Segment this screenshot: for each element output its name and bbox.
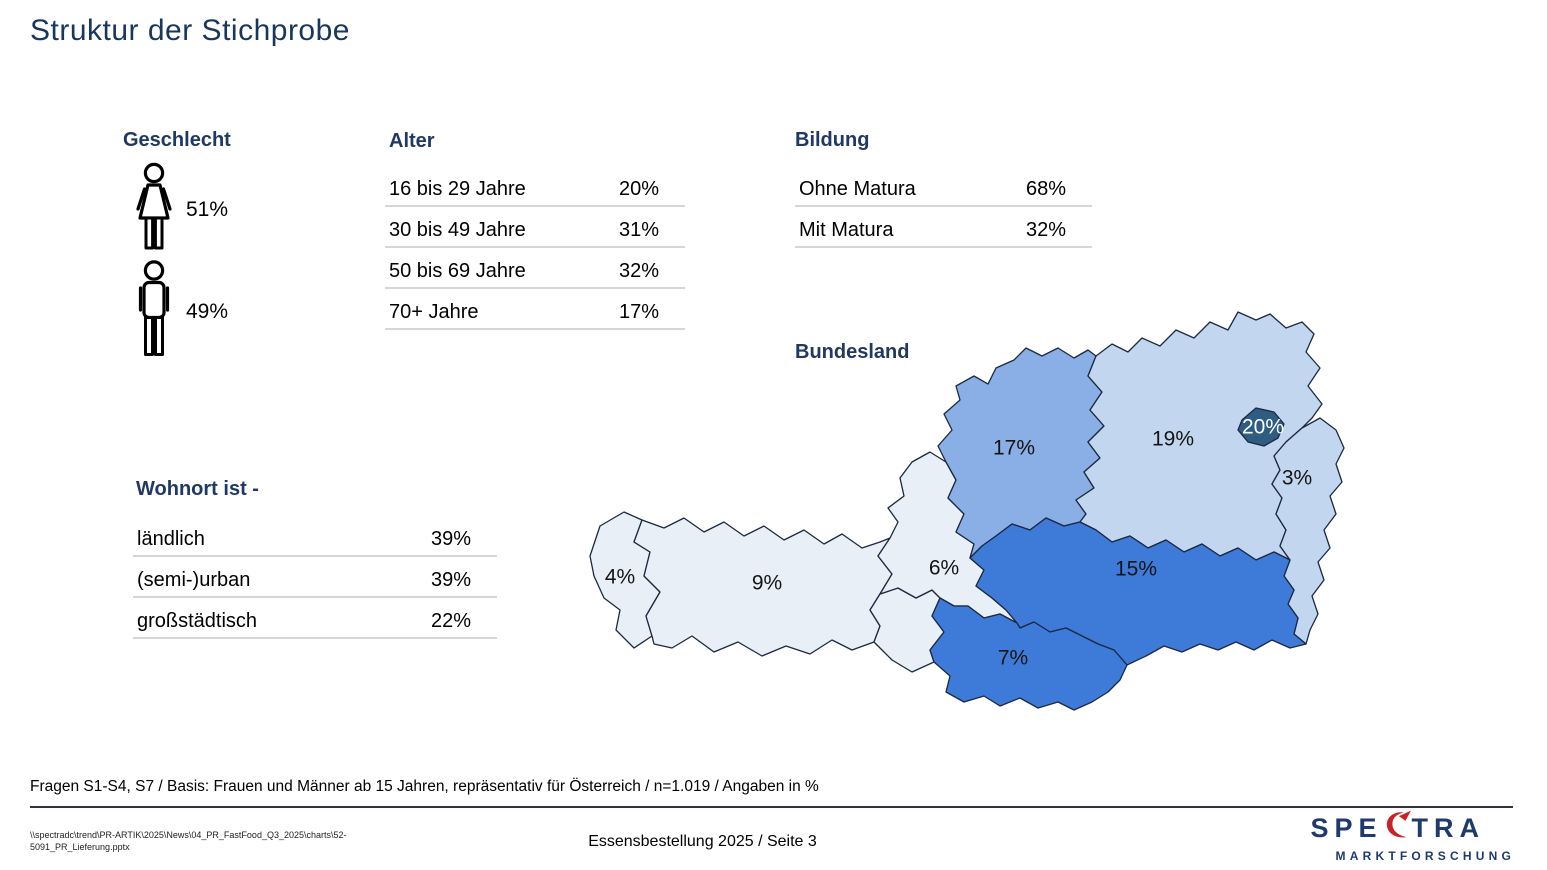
row-label: Ohne Matura: [799, 178, 916, 200]
map-state-steiermark: [969, 517, 1307, 666]
table-row: Mit Matura 32%: [795, 207, 1092, 248]
logo-text-pre: SPE: [1310, 812, 1383, 843]
row-label: 70+ Jahre: [389, 301, 479, 323]
row-label: ländlich: [137, 528, 205, 550]
map-state-wien: [1237, 407, 1285, 447]
row-value: 32%: [618, 260, 659, 282]
section-heading-bundesland: Bundesland: [795, 341, 910, 363]
page-title: Struktur der Stichprobe: [30, 14, 350, 47]
map-label-wien: 20%: [1242, 416, 1284, 439]
section-heading-alter: Alter: [389, 130, 435, 152]
table-row: (semi-)urban 39%: [133, 557, 497, 598]
table-row: 16 bis 29 Jahre 20%: [385, 166, 685, 207]
row-value: 39%: [430, 569, 471, 591]
row-label: (semi-)urban: [137, 569, 251, 591]
bildung-table: Ohne Matura 68% Mit Matura 32%: [795, 166, 1092, 248]
footer-note: Fragen S1-S4, S7 / Basis: Frauen und Män…: [30, 778, 819, 795]
table-row: ländlich 39%: [133, 516, 497, 557]
logo-tagline: MARKTFORSCHUNG: [1335, 849, 1515, 863]
section-heading-geschlecht: Geschlecht: [123, 129, 231, 151]
spectra-swoosh-icon: [1386, 810, 1411, 838]
map-label-vorarlberg: 4%: [605, 566, 635, 589]
row-label: 50 bis 69 Jahre: [389, 260, 526, 282]
file-path: \\spectradc\trend\PR-ARTIK\2025\News\04_…: [30, 829, 370, 853]
male-share-value: 49%: [186, 300, 229, 323]
row-label: 16 bis 29 Jahre: [389, 178, 526, 200]
map-label-tirol: 9%: [752, 572, 782, 595]
map-label-oberoesterreich: 17%: [993, 437, 1035, 460]
female-share-value: 51%: [186, 198, 229, 221]
row-value: 17%: [618, 301, 659, 323]
map-label-salzburg: 6%: [929, 557, 959, 580]
male-icon: [138, 260, 170, 356]
row-value: 22%: [430, 610, 471, 632]
spectra-wordmark: SPE TRA: [1308, 810, 1515, 846]
spectra-logo: SPE TRA MARKTFORSCHUNG: [1308, 810, 1515, 863]
row-label: Mit Matura: [799, 219, 894, 241]
file-path-line1: \\spectradc\trend\PR-ARTIK\2025\News\04_…: [30, 830, 347, 840]
map-label-steiermark: 15%: [1115, 558, 1157, 581]
row-label: großstädtisch: [137, 610, 258, 632]
file-path-line2: 5091_PR_Lieferung.pptx: [30, 842, 130, 852]
map-label-burgenland: 3%: [1282, 467, 1312, 490]
table-row: 50 bis 69 Jahre 32%: [385, 248, 685, 289]
row-value: 68%: [1025, 178, 1066, 200]
female-icon: [136, 162, 172, 250]
wohnort-table: ländlich 39% (semi-)urban 39% großstädti…: [133, 516, 497, 639]
table-row: großstädtisch 22%: [133, 598, 497, 639]
alter-table: 16 bis 29 Jahre 20% 30 bis 49 Jahre 31% …: [385, 166, 685, 330]
austria-choropleth-map: 4% 9% 6% 17% 19% 20% 3% 15% 7%: [589, 311, 1345, 711]
table-row: 70+ Jahre 17%: [385, 289, 685, 330]
row-value: 39%: [430, 528, 471, 550]
row-value: 31%: [618, 219, 659, 241]
section-heading-wohnort: Wohnort ist -: [136, 478, 259, 500]
row-value: 20%: [618, 178, 659, 200]
table-row: 30 bis 49 Jahre 31%: [385, 207, 685, 248]
row-value: 32%: [1025, 219, 1066, 241]
section-heading-bildung: Bildung: [795, 129, 870, 151]
row-label: 30 bis 49 Jahre: [389, 219, 526, 241]
footer-divider: [30, 806, 1513, 808]
map-label-niederoesterreich: 19%: [1152, 428, 1194, 451]
logo-text-post: TRA: [1411, 812, 1485, 843]
table-row: Ohne Matura 68%: [795, 166, 1092, 207]
map-label-kaernten: 7%: [998, 647, 1028, 670]
page-label: Essensbestellung 2025 / Seite 3: [588, 833, 817, 850]
map-state-kaernten: [929, 597, 1128, 711]
